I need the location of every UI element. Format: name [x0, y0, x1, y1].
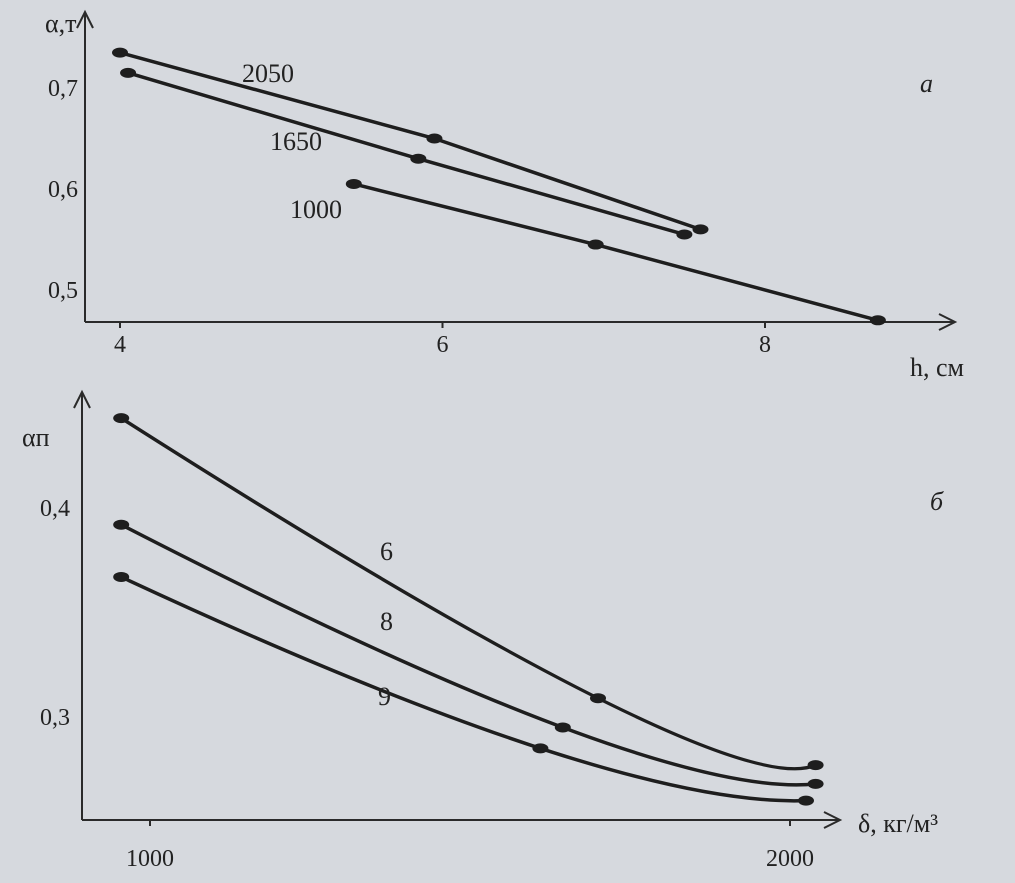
series-line-6: [119, 416, 818, 771]
series-label-1650: 1650: [270, 127, 322, 156]
x-tick-label: 6: [437, 332, 449, 358]
series-label-9: 9: [378, 682, 391, 711]
data-point: [532, 743, 549, 754]
panel-label: a: [920, 69, 933, 98]
chart-panel-a: 4 6 8 0,5 0,6 0,7 h, см α,т a 2050 1650 1000: [45, 9, 964, 382]
x-tick-label: 1000: [126, 846, 174, 872]
data-point: [120, 67, 137, 78]
chart-panel-б: 1000 2000 0,3 0,4 δ, кг/м³ αп б 6 8 9: [22, 389, 944, 872]
series-line-8: [119, 522, 818, 787]
y-tick-label: 0,4: [40, 496, 70, 522]
data-point: [676, 229, 693, 240]
y-tick-label: 0,7: [48, 76, 78, 102]
data-point: [410, 153, 427, 164]
data-point: [587, 239, 604, 250]
data-point: [807, 760, 824, 771]
data-point: [113, 519, 130, 530]
x-axis-label: δ, кг/м³: [858, 809, 938, 838]
data-point: [554, 722, 571, 733]
data-point: [426, 133, 443, 144]
y-axis-label: α,т: [45, 9, 76, 38]
x-axis-label: h, см: [910, 353, 964, 382]
data-point: [113, 413, 130, 424]
data-point: [112, 47, 128, 58]
y-tick-label: 0,6: [48, 177, 78, 203]
x-axis-arrow: [938, 313, 958, 331]
data-point: [590, 693, 606, 704]
y-tick-label: 0,3: [40, 705, 70, 731]
y-tick-label: 0,5: [48, 278, 78, 304]
series-line-1000: [352, 182, 880, 323]
y-axis-label: αп: [22, 423, 50, 452]
y-axis-arrow: [73, 389, 91, 409]
x-tick-label: 8: [759, 332, 771, 358]
data-point: [692, 224, 709, 235]
series-label-1000: 1000: [290, 195, 342, 224]
data-point: [345, 178, 362, 189]
series-label-6: 6: [380, 537, 393, 566]
series-label-2050: 2050: [242, 59, 294, 88]
panel-label: б: [930, 487, 944, 516]
x-axis-arrow: [823, 811, 843, 829]
data-point: [807, 778, 824, 789]
series-line-1650: [126, 71, 687, 237]
x-tick-label: 4: [114, 332, 126, 358]
series-line-2050: [118, 50, 703, 232]
data-point: [113, 571, 130, 582]
data-point: [869, 315, 886, 326]
data-point: [798, 795, 814, 806]
series-label-8: 8: [380, 607, 393, 636]
x-tick-label: 2000: [766, 846, 814, 872]
y-axis-arrow: [76, 9, 94, 29]
